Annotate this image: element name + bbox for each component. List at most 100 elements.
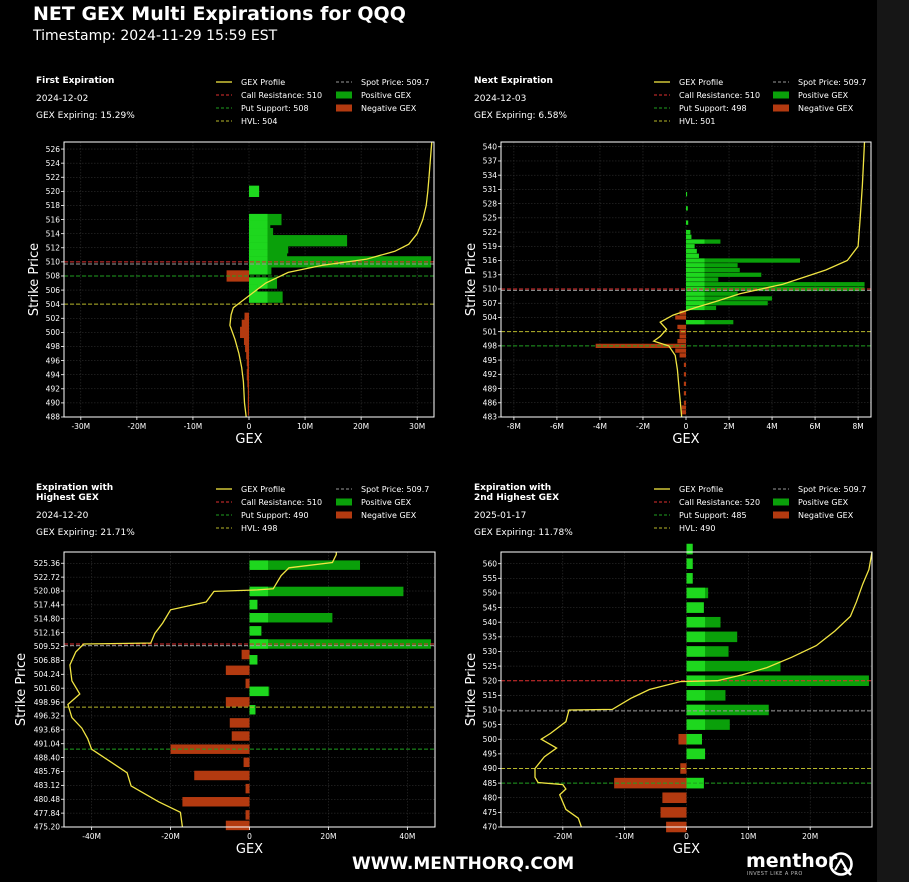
legend-entry: Negative GEX (361, 104, 417, 113)
gex-bar (660, 807, 687, 818)
gex-bar (247, 397, 249, 409)
panel-gex-expiring: GEX Expiring: 21.71% (36, 528, 135, 538)
gex-bar (241, 319, 249, 331)
gex-bar (683, 362, 686, 367)
gex-bar (686, 263, 738, 268)
panel-gex-expiring: GEX Expiring: 11.78% (474, 528, 573, 538)
y-tick-label: 486 (483, 398, 498, 407)
legend-entry: Put Support: 508 (241, 104, 309, 113)
legend-entry: Spot Price: 509.7 (361, 485, 429, 494)
gex-bar-highlight (686, 220, 689, 225)
gex-bar-highlight (686, 748, 706, 760)
y-tick-label: 495 (483, 750, 498, 759)
y-tick-label: 504 (46, 300, 61, 309)
x-tick-label: -20M (553, 832, 572, 841)
legend-entry: GEX Profile (679, 78, 723, 87)
legend-entry: HVL: 501 (679, 117, 715, 126)
panel-title: Next Expiration (474, 76, 553, 86)
gex-bar-highlight (686, 291, 705, 296)
gex-bar (683, 391, 686, 396)
y-tick-label: 501 (483, 327, 498, 336)
gex-bar (240, 326, 249, 339)
x-tick-label: 20M (802, 832, 818, 841)
gex-bar-highlight (686, 267, 705, 273)
y-tick-label: 550 (483, 589, 498, 598)
gex-bar-highlight (686, 258, 705, 263)
y-tick-label: 516 (46, 215, 61, 224)
gex-bar (249, 235, 348, 247)
x-tick-label: -30M (71, 422, 90, 431)
x-tick-label: 30M (409, 422, 425, 431)
footer-url[interactable]: WWW.MENTHORQ.COM (352, 854, 575, 874)
gex-bar (247, 376, 249, 388)
gex-bar (681, 405, 686, 410)
y-tick-label: 485 (483, 779, 498, 788)
gex-bar (686, 267, 740, 273)
gex-bar (686, 258, 801, 263)
legend-entry: Call Resistance: 510 (241, 91, 322, 100)
gex-bar-highlight (686, 320, 705, 325)
y-tick-label: 491.04 (34, 739, 60, 748)
gex-bar (243, 333, 249, 346)
y-tick-label: 492 (46, 384, 61, 393)
gex-bar (247, 390, 249, 402)
y-tick-label: 522 (46, 173, 61, 182)
page-timestamp: Timestamp: 2024-11-29 15:59 EST (33, 28, 278, 44)
y-tick-label: 510 (483, 285, 498, 294)
x-tick-label: 10M (740, 832, 756, 841)
y-tick-label: 483 (483, 413, 498, 422)
gex-bar (226, 270, 249, 282)
y-tick-label: 505 (483, 720, 498, 729)
gex-bar (614, 777, 687, 789)
legend-entry: GEX Profile (241, 485, 285, 494)
gex-bar (683, 372, 686, 377)
legend-entry: Call Resistance: 520 (679, 498, 760, 507)
y-tick-label: 475 (483, 808, 498, 817)
gex-bar-highlight (686, 272, 705, 277)
y-tick-label: 540 (483, 142, 498, 151)
gex-bar-highlight (686, 733, 702, 745)
legend-entry: HVL: 498 (241, 524, 277, 533)
gex-bar (686, 272, 762, 277)
legend-entry: Spot Price: 509.7 (798, 485, 866, 494)
x-tick-label: -8M (507, 422, 521, 431)
gex-bar (677, 339, 686, 344)
x-tick-label: 8M (852, 422, 863, 431)
gex-bar-highlight (686, 296, 705, 301)
y-tick-label: 514 (46, 229, 61, 238)
gex-bar (194, 770, 250, 781)
gex-bar-highlight (249, 235, 268, 247)
y-tick-label: 500 (483, 735, 498, 744)
y-tick-label: 526 (46, 145, 61, 154)
y-tick-label: 537 (483, 157, 498, 166)
panel-date: 2024-12-03 (474, 94, 526, 104)
y-tick-label: 510 (483, 706, 498, 715)
gex-bar (677, 324, 686, 330)
gex-bar-highlight (686, 543, 693, 555)
legend-entry: Negative GEX (798, 104, 854, 113)
legend-entry: Spot Price: 509.7 (361, 78, 429, 87)
panel-gex-expiring: GEX Expiring: 15.29% (36, 111, 135, 121)
y-tick-label: 519 (483, 242, 498, 251)
x-tick-label: 20M (320, 832, 336, 841)
panel-title: Highest GEX (36, 493, 99, 503)
gex-bar-highlight (249, 612, 269, 623)
y-tick-label: 525 (483, 662, 498, 671)
x-tick-label: 40M (399, 832, 415, 841)
gex-bar-highlight (686, 301, 705, 306)
gex-bar (686, 291, 738, 296)
x-tick-label: 10M (297, 422, 313, 431)
legend-entry: Positive GEX (361, 498, 412, 507)
x-axis-label: GEX (235, 432, 262, 447)
y-axis-label: Strike Price (464, 653, 479, 726)
gex-bar-highlight (249, 599, 258, 610)
gex-bar (678, 733, 687, 745)
y-tick-label: 522.72 (34, 573, 60, 582)
gex-bar (686, 690, 726, 701)
gex-bar (686, 660, 781, 672)
y-tick-label: 498.96 (34, 698, 60, 707)
y-tick-label: 496 (46, 356, 61, 365)
y-tick-label: 522 (483, 228, 498, 237)
y-tick-label: 517.44 (34, 601, 60, 610)
